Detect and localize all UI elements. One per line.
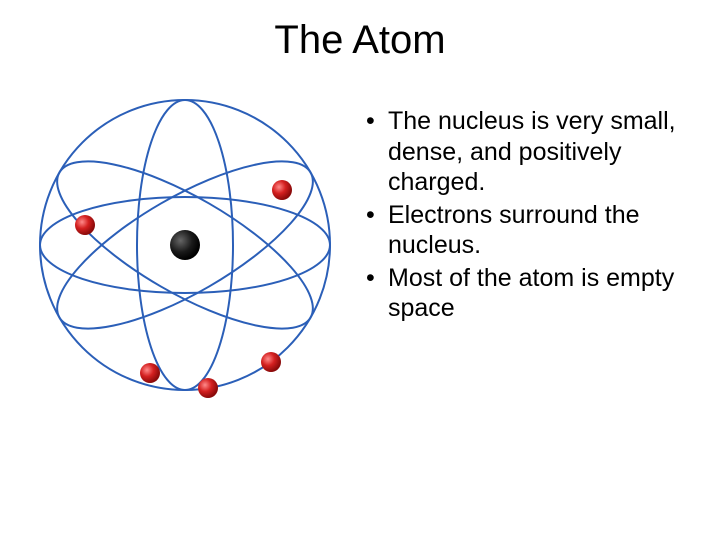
atom-svg [30, 90, 340, 400]
page-title: The Atom [0, 18, 720, 63]
atom-diagram [30, 90, 340, 400]
electron [140, 363, 160, 383]
bullet-list: The nucleus is very small, dense, and po… [360, 106, 700, 326]
bullet-item: Most of the atom is empty space [360, 263, 700, 324]
electron [75, 215, 95, 235]
electron [261, 352, 281, 372]
nucleus [170, 230, 200, 260]
bullet-item: Electrons surround the nucleus. [360, 200, 700, 261]
bullet-item: The nucleus is very small, dense, and po… [360, 106, 700, 198]
electron [198, 378, 218, 398]
electron [272, 180, 292, 200]
